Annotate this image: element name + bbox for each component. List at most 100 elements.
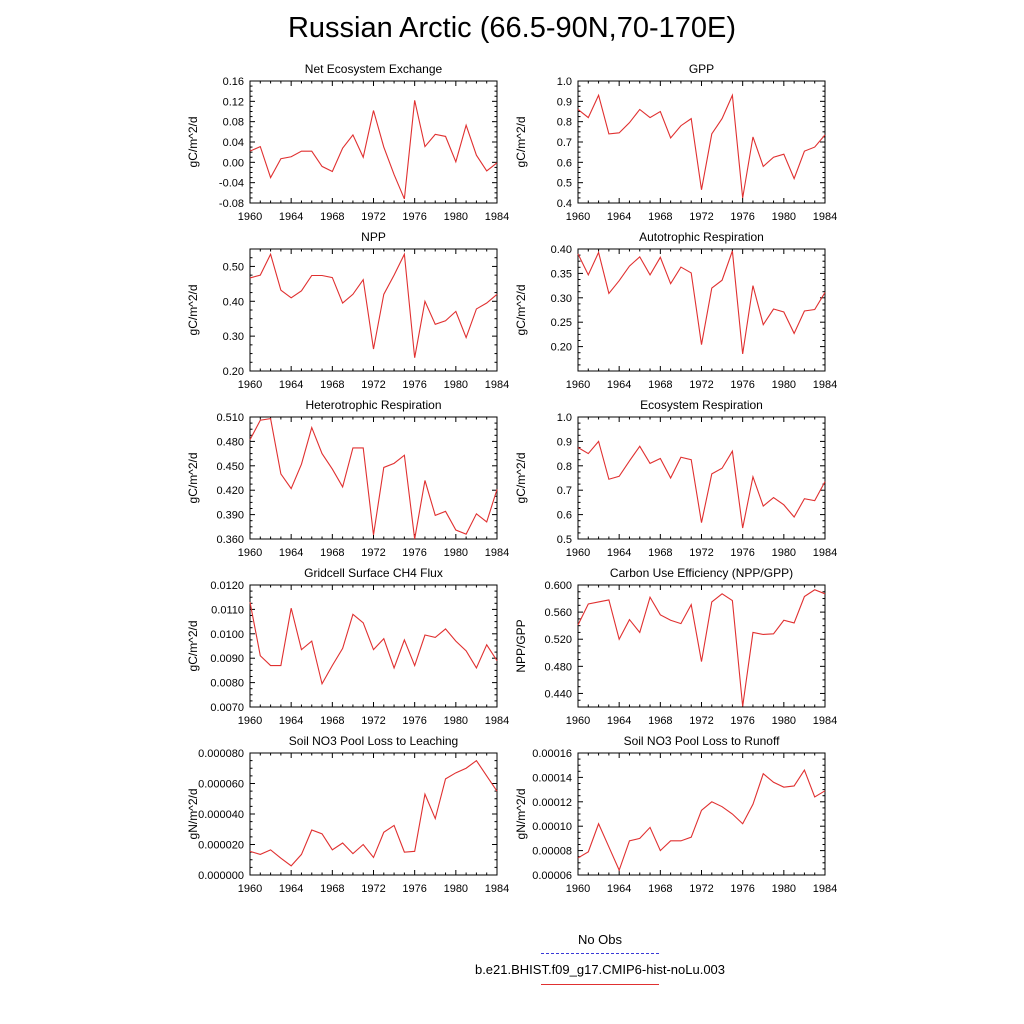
chart-title: Autotrophic Respiration: [639, 230, 764, 244]
chart-title: Gridcell Surface CH4 Flux: [304, 566, 443, 580]
y-tick-label: 0.0100: [210, 629, 244, 641]
x-tick-label: 1980: [772, 883, 796, 895]
x-tick-label: 1968: [320, 883, 344, 895]
chart-title: NPP: [361, 230, 386, 244]
chart-panel-1: Net Ecosystem Exchange gC/m^2/d -0.08 -0.04…: [186, 62, 509, 223]
x-tick-label: 1960: [566, 211, 590, 223]
y-tick-label: 0.00: [223, 157, 244, 169]
plot-frame: [577, 752, 826, 876]
chart-title: Heterotrophic Respiration: [305, 398, 441, 412]
x-tick-label: 1972: [689, 211, 713, 223]
y-axis-label: gC/m^2/d: [186, 285, 200, 336]
x-tick-label: 1980: [772, 379, 796, 391]
x-tick-label: 1976: [402, 547, 426, 559]
x-tick-label: 1964: [607, 379, 631, 391]
chart-title: GPP: [689, 62, 714, 76]
x-tick-label: 1968: [648, 211, 672, 223]
x-tick-label: 1972: [689, 547, 713, 559]
plot-frame: [249, 416, 498, 540]
x-tick-label: 1968: [648, 547, 672, 559]
x-tick-label: 1984: [813, 211, 837, 223]
y-tick-label: 0.8: [557, 117, 572, 129]
legend-run-label: b.e21.BHIST.f09_g17.CMIP6-hist-noLu.003: [474, 962, 726, 977]
x-tick-label: 1968: [320, 379, 344, 391]
x-tick-label: 1976: [402, 715, 426, 727]
chart-panel-2: GPP gC/m^2/d 0.4 0.5 0.6 0.7 0.8 0.9 1.0 1960 1964…: [514, 62, 837, 223]
y-tick-label: 0.510: [216, 412, 244, 424]
legend-obs-line: [541, 953, 659, 954]
x-tick-label: 1980: [772, 211, 796, 223]
y-axis-label: gN/m^2/d: [186, 789, 200, 840]
x-tick-label: 1984: [485, 211, 509, 223]
y-tick-label: 0.40: [223, 296, 244, 308]
y-tick-label: 0.5: [557, 534, 572, 546]
x-tick-label: 1964: [279, 211, 303, 223]
chart-title: Soil NO3 Pool Loss to Runoff: [624, 734, 781, 748]
x-tick-label: 1972: [361, 211, 385, 223]
x-tick-label: 1976: [730, 883, 754, 895]
y-tick-label: 0.9: [557, 96, 572, 108]
y-tick-label: 0.0080: [210, 678, 244, 690]
y-tick-label: 0.4: [557, 198, 572, 210]
y-tick-label: 0.00006: [532, 870, 572, 882]
plot-frame: [577, 80, 826, 204]
y-tick-label: 0.0110: [211, 604, 244, 616]
legend-run-line: [541, 984, 659, 985]
chart-title: Carbon Use Efficiency (NPP/GPP): [610, 566, 793, 580]
x-tick-label: 1968: [320, 547, 344, 559]
y-tick-label: 0.520: [544, 634, 572, 646]
x-tick-label: 1960: [566, 379, 590, 391]
x-tick-label: 1980: [444, 883, 468, 895]
y-axis-label: gC/m^2/d: [514, 285, 528, 336]
y-tick-label: 0.00014: [532, 772, 572, 784]
x-tick-label: 1984: [813, 379, 837, 391]
x-tick-label: 1968: [648, 883, 672, 895]
series-line: [249, 601, 498, 686]
series-line: [249, 252, 498, 358]
y-tick-label: 0.04: [223, 137, 244, 149]
y-tick-label: -0.04: [219, 178, 244, 190]
y-tick-label: 0.20: [551, 342, 572, 354]
x-tick-label: 1980: [444, 379, 468, 391]
x-tick-label: 1984: [485, 379, 509, 391]
y-tick-label: 0.600: [544, 580, 572, 592]
chart-panel-10: Soil NO3 Pool Loss to Runoff gN/m^2/d 0.00…: [514, 734, 837, 895]
y-tick-label: 1.0: [557, 76, 572, 88]
x-tick-label: 1964: [607, 883, 631, 895]
x-tick-label: 1984: [485, 715, 509, 727]
x-tick-label: 1960: [238, 547, 262, 559]
y-tick-label: 0.20: [223, 366, 244, 378]
plot-frame: [577, 584, 826, 708]
series-line: [249, 418, 498, 540]
x-tick-label: 1984: [485, 883, 509, 895]
y-axis-label: gN/m^2/d: [514, 789, 528, 840]
y-tick-label: 0.00010: [532, 821, 572, 833]
x-tick-label: 1984: [485, 547, 509, 559]
y-axis-label: gC/m^2/d: [186, 621, 200, 672]
plot-frame: [577, 248, 826, 372]
x-tick-label: 1960: [566, 547, 590, 559]
chart-panel-6: Ecosystem Respiration gC/m^2/d 0.5 0.6 0.7 0.…: [514, 398, 837, 559]
x-tick-label: 1980: [444, 547, 468, 559]
x-tick-label: 1964: [607, 715, 631, 727]
y-tick-label: 0.9: [557, 436, 572, 448]
y-tick-label: 0.000000: [198, 870, 244, 882]
y-tick-label: 0.000020: [198, 840, 244, 852]
y-tick-label: 0.25: [551, 317, 572, 329]
x-tick-label: 1976: [402, 211, 426, 223]
chart-title: Soil NO3 Pool Loss to Leaching: [289, 734, 458, 748]
plot-frame: [249, 80, 498, 204]
x-tick-label: 1968: [320, 715, 344, 727]
y-tick-label: 0.00012: [532, 797, 572, 809]
y-axis-label: gC/m^2/d: [514, 117, 528, 168]
y-tick-label: 0.12: [223, 96, 244, 108]
x-tick-label: 1972: [689, 715, 713, 727]
y-tick-label: 0.000040: [198, 809, 244, 821]
y-tick-label: 0.6: [557, 510, 572, 522]
x-tick-label: 1964: [279, 379, 303, 391]
x-tick-label: 1964: [607, 547, 631, 559]
x-tick-label: 1984: [813, 883, 837, 895]
y-tick-label: 0.6: [557, 157, 572, 169]
y-tick-label: 0.480: [544, 661, 572, 673]
